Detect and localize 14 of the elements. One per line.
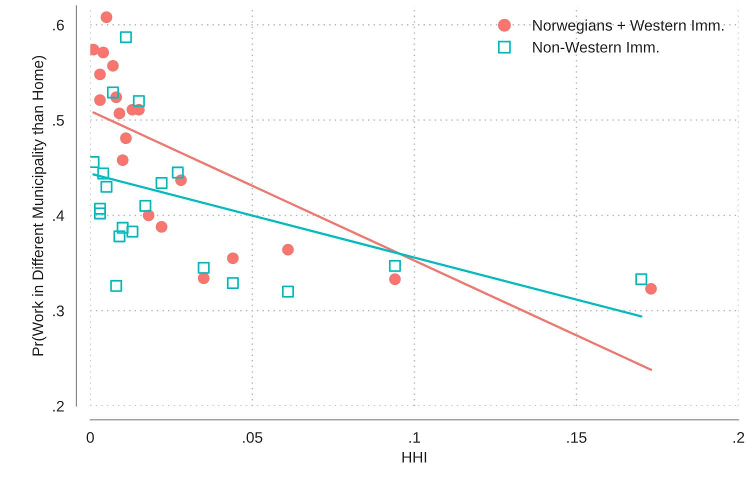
x-tick-label: .15 (567, 432, 586, 443)
y-tick-label: .2 (53, 400, 64, 412)
legend-label: Non-Western Imm. (533, 42, 658, 53)
x-tick-label: .2 (734, 432, 744, 443)
x-tick-label: .05 (243, 432, 262, 443)
x-axis-title: HHI (402, 452, 426, 463)
y-tick-label: .3 (53, 306, 64, 316)
y-tick-label: .5 (53, 115, 64, 126)
legend-label: Norwegians + Western Imm. (533, 20, 724, 34)
y-tick-label: .6 (53, 20, 64, 31)
x-tick-label: 0 (86, 432, 94, 443)
x-tick-label: .1 (409, 432, 420, 443)
y-axis-title: Pr(Work in Different Municipality than Home) (32, 56, 46, 356)
y-tick-label: .4 (53, 210, 64, 221)
